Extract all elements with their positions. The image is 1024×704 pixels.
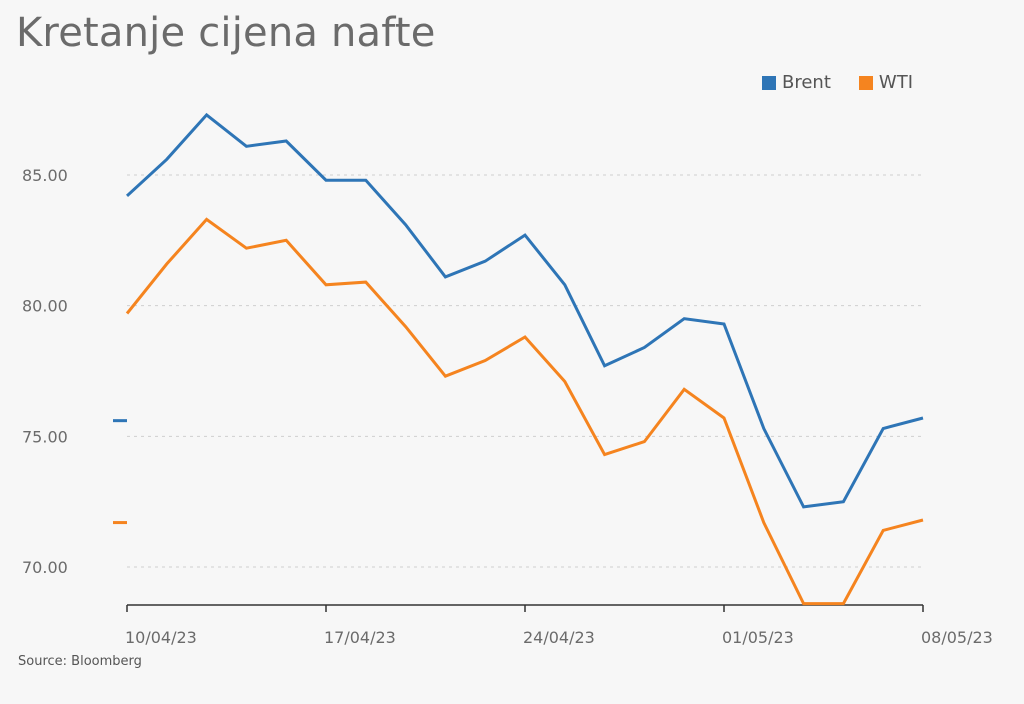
legend-item-wti: WTI — [858, 72, 914, 93]
x-tick-label: 10/04/23 — [125, 628, 197, 647]
legend-swatch-wti — [858, 75, 873, 90]
y-tick-label: 85.00 — [22, 166, 68, 185]
y-tick-label: 75.00 — [22, 427, 68, 446]
x-tick-label: 24/04/23 — [523, 628, 595, 647]
series-line-brent — [125, 112, 924, 509]
legend-label-wti: WTI — [878, 72, 914, 93]
series-line-wti — [125, 217, 924, 606]
x-tick-label: 17/04/23 — [324, 628, 396, 647]
legend-label-brent: Brent — [782, 72, 831, 93]
x-tick-label: 08/05/23 — [921, 628, 993, 647]
source-note: Source: Bloomberg — [18, 654, 142, 669]
x-tick-label: 01/05/23 — [722, 628, 794, 647]
y-tick-label: 70.00 — [22, 558, 68, 577]
chart-title: Kretanje cijena nafte — [16, 10, 436, 56]
y-tick-label: 80.00 — [22, 297, 68, 316]
legend: Brent WTI — [762, 72, 913, 93]
legend-swatch-brent — [762, 75, 776, 90]
legend-item-brent: Brent — [762, 72, 831, 93]
